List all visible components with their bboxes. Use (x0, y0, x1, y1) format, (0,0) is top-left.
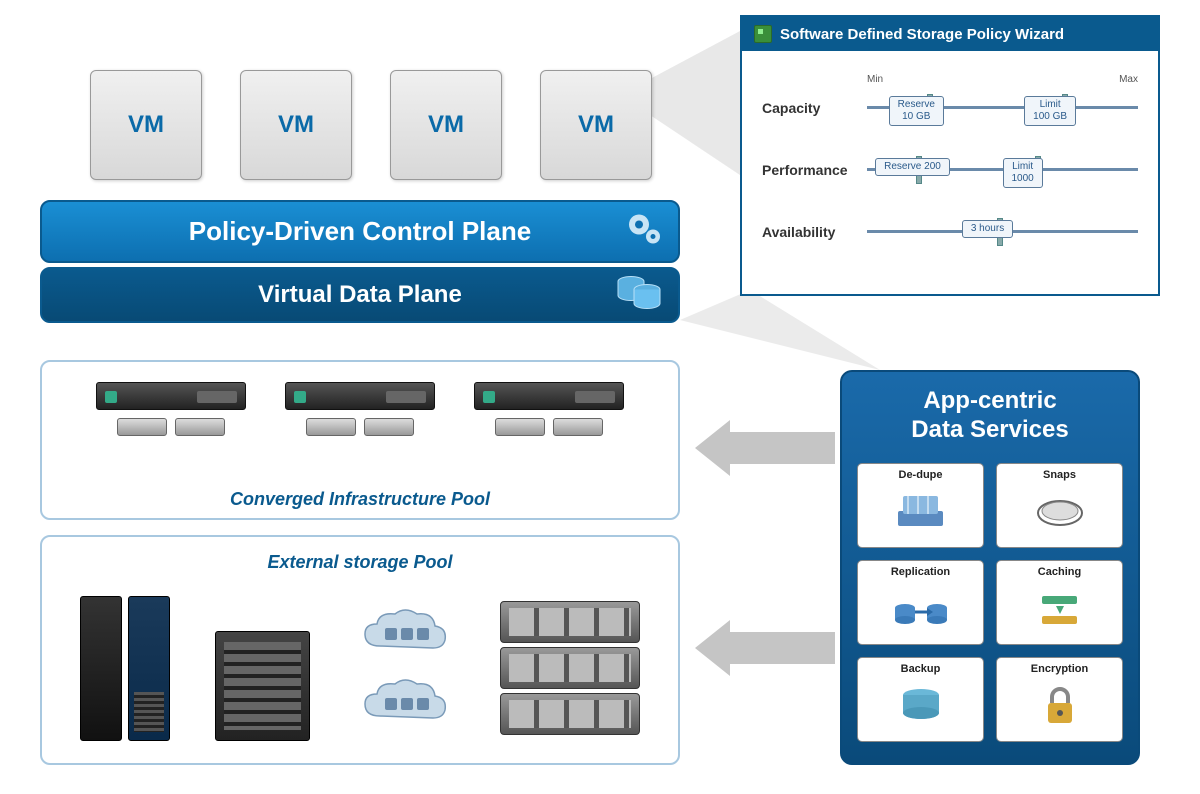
dedupe-icon (863, 481, 978, 542)
service-label: Caching (1002, 566, 1117, 578)
capacity-reserve: Reserve 10 GB (889, 96, 944, 126)
data-plane: Virtual Data Plane (40, 267, 680, 323)
vm-box: VM (240, 70, 352, 180)
wizard-row-performance: Performance Reserve 200 Limit 1000 (762, 150, 1138, 190)
rack-server-icon (285, 382, 435, 410)
disk-icon (306, 418, 356, 436)
max-label: Max (1119, 74, 1138, 85)
wizard-body: Capacity Min Max Reserve 10 GB Limit 100… (742, 51, 1158, 294)
storage-tower-icon (128, 596, 170, 741)
disk-array-icon (500, 693, 640, 735)
rack-server-icon (96, 382, 246, 410)
service-caching: Caching (996, 560, 1123, 645)
data-plane-label: Virtual Data Plane (258, 281, 462, 308)
external-content (57, 583, 663, 753)
data-services: App-centric Data Services De-dupe Snaps … (840, 370, 1140, 765)
snaps-icon (1002, 481, 1117, 542)
converged-pool: Converged Infrastructure Pool (40, 360, 680, 520)
cloud-stack (355, 606, 455, 731)
external-pool-label: External storage Pool (57, 552, 663, 573)
disk-icon (553, 418, 603, 436)
availability-label: Availability (762, 224, 867, 240)
capacity-slider[interactable]: Min Max Reserve 10 GB Limit 100 GB (867, 88, 1138, 128)
availability-value: 3 hours (962, 220, 1013, 238)
cloud-icon (355, 606, 455, 661)
control-plane: Policy-Driven Control Plane (40, 200, 680, 263)
server-unit (285, 382, 435, 436)
service-label: Backup (863, 663, 978, 675)
performance-slider[interactable]: Reserve 200 Limit 1000 (867, 150, 1138, 190)
service-dedupe: De-dupe (857, 463, 984, 548)
disk-icon (117, 418, 167, 436)
min-label: Min (867, 74, 883, 85)
backup-icon (863, 675, 978, 736)
disk-icon (495, 418, 545, 436)
cloud-icon (355, 676, 455, 731)
control-plane-label: Policy-Driven Control Plane (189, 216, 531, 246)
performance-label: Performance (762, 162, 867, 178)
external-pool: External storage Pool (40, 535, 680, 765)
vm-row: VM VM VM VM (90, 70, 652, 180)
services-grid: De-dupe Snaps Replication Caching Backup… (857, 463, 1123, 742)
server-unit (96, 382, 246, 436)
gear-icon (623, 208, 663, 255)
wizard-header: Software Defined Storage Policy Wizard (742, 17, 1158, 51)
service-replication: Replication (857, 560, 984, 645)
vm-box: VM (540, 70, 652, 180)
database-icon (615, 272, 663, 319)
capacity-label: Capacity (762, 100, 867, 116)
disk-array-stack (500, 601, 640, 735)
vm-box: VM (390, 70, 502, 180)
service-label: Encryption (1002, 663, 1117, 675)
disk-icon (175, 418, 225, 436)
service-backup: Backup (857, 657, 984, 742)
server-row (57, 377, 663, 441)
performance-reserve: Reserve 200 (875, 158, 950, 176)
availability-slider[interactable]: 3 hours (867, 212, 1138, 252)
arrow-to-converged (695, 420, 835, 476)
disk-icon (364, 418, 414, 436)
wizard-row-availability: Availability 3 hours (762, 212, 1138, 252)
capacity-limit: Limit 100 GB (1024, 96, 1076, 126)
server-unit (474, 382, 624, 436)
replication-icon (863, 578, 978, 639)
encryption-icon (1002, 675, 1117, 736)
service-snaps: Snaps (996, 463, 1123, 548)
caching-icon (1002, 578, 1117, 639)
wizard-title: Software Defined Storage Policy Wizard (780, 26, 1064, 43)
vm-box: VM (90, 70, 202, 180)
wizard-row-capacity: Capacity Min Max Reserve 10 GB Limit 100… (762, 88, 1138, 128)
arrow-to-external (695, 620, 835, 676)
converged-pool-label: Converged Infrastructure Pool (42, 489, 678, 510)
disk-array-icon (500, 647, 640, 689)
service-label: Snaps (1002, 469, 1117, 481)
blade-rack-icon (215, 631, 310, 741)
plane-container: Policy-Driven Control Plane Virtual Data… (40, 200, 680, 323)
service-label: De-dupe (863, 469, 978, 481)
services-title: App-centric Data Services (857, 387, 1123, 445)
storage-tower-icon (80, 596, 122, 741)
performance-limit: Limit 1000 (1003, 158, 1043, 188)
service-label: Replication (863, 566, 978, 578)
disk-array-icon (500, 601, 640, 643)
rack-server-icon (474, 382, 624, 410)
service-encryption: Encryption (996, 657, 1123, 742)
policy-wizard: Software Defined Storage Policy Wizard C… (740, 15, 1160, 296)
vsphere-icon (754, 25, 772, 43)
